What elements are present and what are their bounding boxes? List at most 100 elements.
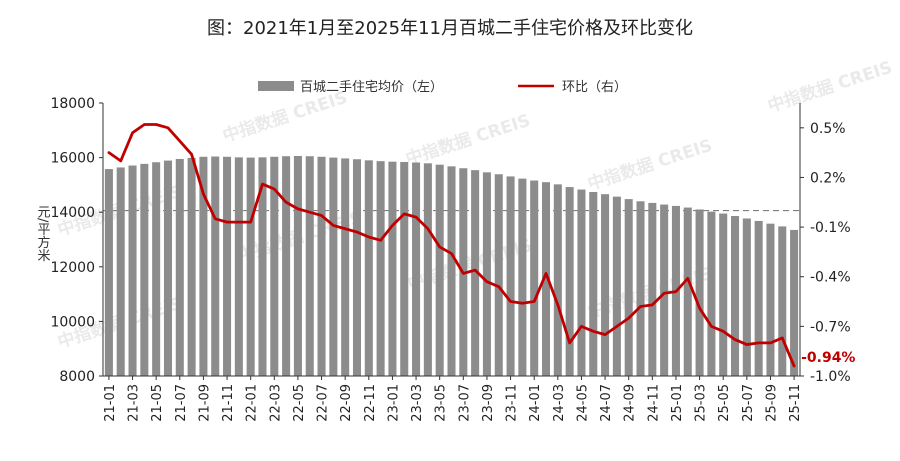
bar	[589, 192, 598, 376]
bar	[660, 204, 669, 376]
bar	[530, 180, 539, 376]
bar	[152, 162, 161, 376]
bar	[293, 155, 302, 376]
bar	[211, 156, 220, 376]
y-right-tick-label: -0.7%	[810, 319, 851, 335]
y-axis-left-label: 元/平方米	[35, 205, 51, 262]
y-left-tick-label: 10000	[50, 314, 95, 330]
x-tick-label: 22-07	[316, 384, 331, 422]
y-left-tick-label: 16000	[50, 151, 95, 167]
bar	[447, 166, 456, 376]
x-tick-label: 21-03	[127, 384, 142, 422]
legend-label-bar: 百城二手住宅均价（左）	[300, 80, 443, 95]
x-tick-label: 22-05	[292, 384, 307, 422]
bar	[423, 163, 432, 376]
bar	[187, 157, 196, 376]
y-left-tick-label: 12000	[50, 260, 95, 276]
x-tick-label: 22-09	[339, 384, 354, 422]
bar	[612, 196, 621, 376]
bar	[778, 226, 787, 376]
axes: 8000 10000 12000 14000 16000 18000 0.5% 0.2% -0.…	[50, 96, 850, 422]
bar	[435, 164, 444, 376]
x-tick-label: 24-03	[552, 384, 567, 422]
y-right-tick-label: 0.5%	[810, 121, 846, 137]
bar	[683, 207, 692, 376]
x-tick-label: 22-11	[363, 384, 378, 422]
y-left-tick-label: 18000	[50, 96, 95, 112]
x-tick-label: 23-07	[457, 384, 472, 422]
bar	[719, 213, 728, 376]
bar	[707, 211, 716, 376]
bar	[234, 157, 243, 376]
y-left-tick-label: 8000	[59, 369, 95, 385]
bar	[282, 156, 291, 376]
bar	[648, 202, 657, 376]
bar	[270, 156, 279, 376]
annotation-label: -0.94%	[801, 350, 855, 366]
bar	[317, 156, 326, 376]
bar	[258, 157, 267, 376]
bar	[742, 218, 751, 376]
bar	[341, 158, 350, 376]
line-series-path	[107, 123, 796, 368]
y-right-tick-label: -0.1%	[810, 220, 851, 236]
bar	[565, 187, 574, 376]
bar	[116, 167, 125, 376]
x-tick-label: 24-09	[623, 384, 638, 422]
x-tick-label: 23-03	[410, 384, 425, 422]
x-tick-label: 24-07	[599, 384, 614, 422]
bar	[518, 178, 527, 376]
bar	[412, 162, 421, 376]
bar	[400, 161, 409, 376]
bar	[305, 156, 314, 376]
x-tick-label: 23-11	[505, 384, 520, 422]
y-right-tick-label: -0.4%	[810, 270, 851, 286]
bar	[494, 174, 503, 376]
annotation: -0.94%	[801, 350, 855, 366]
y-right-tick-label: -1.0%	[810, 369, 851, 385]
bar	[128, 165, 137, 376]
bar	[329, 157, 338, 376]
bar	[731, 216, 740, 376]
x-tick-label: 22-01	[245, 384, 260, 422]
x-tick-label: 25-11	[788, 384, 803, 422]
bar	[223, 156, 232, 376]
bar	[471, 170, 480, 376]
legend-label-line: 环比（右）	[562, 80, 627, 95]
x-tick-label: 23-01	[386, 384, 401, 422]
x-tick-label: 21-05	[150, 384, 165, 422]
line-series	[107, 123, 796, 368]
legend: 百城二手住宅均价（左） 环比（右）	[258, 80, 627, 95]
x-tick-label: 21-07	[174, 384, 189, 422]
bar	[636, 201, 645, 376]
bar	[104, 169, 113, 376]
x-tick-label: 25-07	[741, 384, 756, 422]
x-tick-label: 24-11	[646, 384, 661, 422]
bar	[388, 161, 397, 376]
bar	[790, 229, 799, 376]
bar	[553, 184, 562, 376]
x-tick-label: 25-03	[694, 384, 709, 422]
bar	[246, 157, 255, 376]
bar-series	[104, 155, 799, 376]
y-left-tick-label: 14000	[50, 205, 95, 221]
x-tick-label: 21-01	[103, 384, 118, 422]
x-tick-label: 25-01	[670, 384, 685, 422]
watermark-text: 中指数据 CREIS	[765, 57, 895, 117]
legend-swatch-bar	[258, 81, 294, 91]
bar	[199, 156, 208, 376]
x-tick-label: 23-05	[434, 384, 449, 422]
x-tick-label: 21-09	[197, 384, 212, 422]
y-right-tick-label: 0.2%	[810, 170, 846, 186]
watermark-text: 中指数据 CREIS	[585, 135, 715, 195]
watermark-text: 中指数据 CREIS	[403, 110, 533, 170]
bar	[624, 199, 633, 376]
bar	[482, 172, 491, 376]
bar	[577, 189, 586, 376]
bar	[140, 163, 149, 376]
bar	[766, 223, 775, 376]
x-tick-label: 23-09	[481, 384, 496, 422]
x-tick-label: 24-01	[528, 384, 543, 422]
x-tick-label: 21-11	[221, 384, 236, 422]
